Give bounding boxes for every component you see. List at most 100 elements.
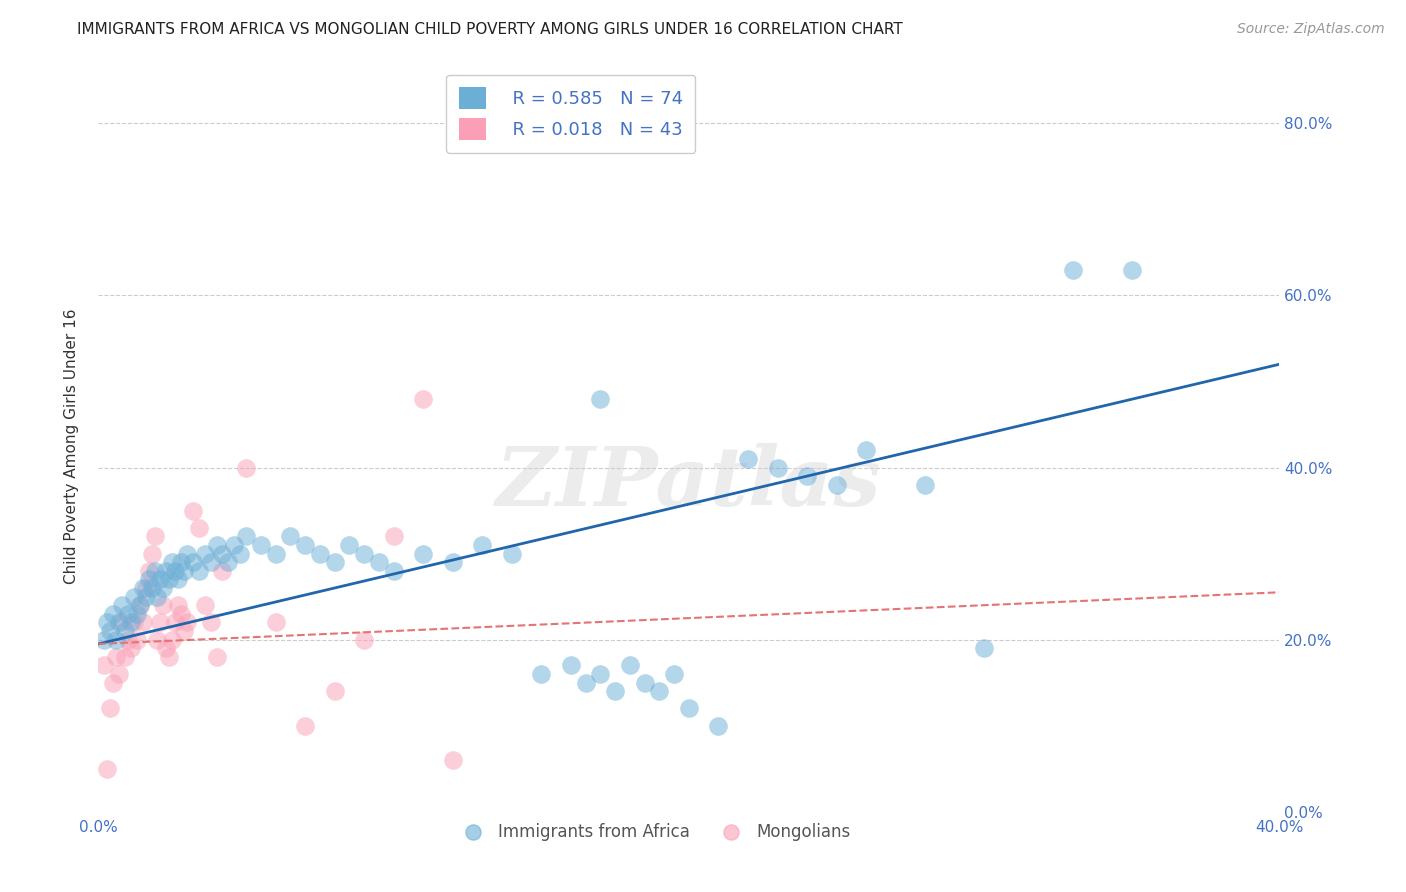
Point: [93, 632, 115, 647]
Point: [149, 573, 172, 587]
Point: [108, 667, 131, 681]
Point: [138, 573, 160, 587]
Point: [217, 555, 239, 569]
Point: [152, 598, 174, 612]
Text: ZIPatlas: ZIPatlas: [496, 442, 882, 523]
Point: [205, 649, 228, 664]
Point: [117, 607, 139, 621]
Point: [471, 538, 494, 552]
Point: [114, 624, 136, 638]
Point: [530, 667, 553, 681]
Point: [309, 547, 332, 561]
Point: [678, 701, 700, 715]
Point: [117, 632, 139, 647]
Point: [1062, 262, 1084, 277]
Point: [575, 675, 598, 690]
Point: [353, 632, 375, 647]
Point: [211, 564, 233, 578]
Point: [167, 573, 190, 587]
Point: [264, 615, 287, 630]
Point: [605, 684, 627, 698]
Point: [412, 547, 434, 561]
Point: [143, 529, 166, 543]
Point: [125, 632, 148, 647]
Point: [120, 615, 142, 630]
Legend: Immigrants from Africa, Mongolians: Immigrants from Africa, Mongolians: [450, 816, 858, 847]
Point: [152, 581, 174, 595]
Point: [105, 632, 128, 647]
Point: [914, 477, 936, 491]
Point: [167, 598, 190, 612]
Point: [173, 624, 195, 638]
Point: [98, 624, 121, 638]
Point: [187, 521, 209, 535]
Point: [294, 719, 316, 733]
Point: [634, 675, 657, 690]
Point: [589, 392, 612, 406]
Point: [103, 607, 125, 621]
Point: [170, 555, 193, 569]
Point: [165, 615, 187, 630]
Point: [111, 615, 134, 630]
Point: [250, 538, 273, 552]
Point: [211, 547, 233, 561]
Point: [294, 538, 316, 552]
Point: [135, 581, 157, 595]
Point: [737, 451, 759, 466]
Point: [162, 632, 183, 647]
Point: [155, 564, 177, 578]
Point: [103, 675, 125, 690]
Point: [149, 615, 172, 630]
Point: [187, 564, 209, 578]
Point: [176, 615, 198, 630]
Point: [501, 547, 523, 561]
Point: [441, 753, 464, 767]
Point: [353, 547, 375, 561]
Point: [235, 529, 257, 543]
Point: [157, 573, 180, 587]
Text: Source: ZipAtlas.com: Source: ZipAtlas.com: [1237, 22, 1385, 37]
Point: [170, 607, 193, 621]
Point: [98, 701, 121, 715]
Point: [1121, 262, 1143, 277]
Point: [146, 590, 169, 604]
Point: [114, 649, 136, 664]
Point: [93, 658, 115, 673]
Point: [143, 564, 166, 578]
Point: [280, 529, 302, 543]
Point: [766, 460, 789, 475]
Point: [122, 590, 145, 604]
Point: [135, 590, 157, 604]
Point: [146, 632, 169, 647]
Point: [796, 469, 818, 483]
Point: [128, 598, 150, 612]
Point: [382, 564, 405, 578]
Point: [181, 503, 204, 517]
Point: [368, 555, 391, 569]
Point: [323, 555, 346, 569]
Point: [132, 615, 155, 630]
Point: [122, 615, 145, 630]
Point: [200, 615, 222, 630]
Point: [120, 641, 142, 656]
Point: [181, 555, 204, 569]
Point: [560, 658, 582, 673]
Point: [155, 641, 177, 656]
Point: [224, 538, 246, 552]
Point: [138, 564, 160, 578]
Point: [125, 607, 148, 621]
Point: [96, 762, 118, 776]
Point: [229, 547, 252, 561]
Point: [111, 598, 134, 612]
Point: [96, 615, 118, 630]
Point: [664, 667, 686, 681]
Point: [235, 460, 257, 475]
Point: [825, 477, 848, 491]
Y-axis label: Child Poverty Among Girls Under 16: Child Poverty Among Girls Under 16: [65, 309, 79, 583]
Point: [264, 547, 287, 561]
Point: [157, 649, 180, 664]
Point: [200, 555, 222, 569]
Point: [589, 667, 612, 681]
Point: [382, 529, 405, 543]
Point: [141, 547, 163, 561]
